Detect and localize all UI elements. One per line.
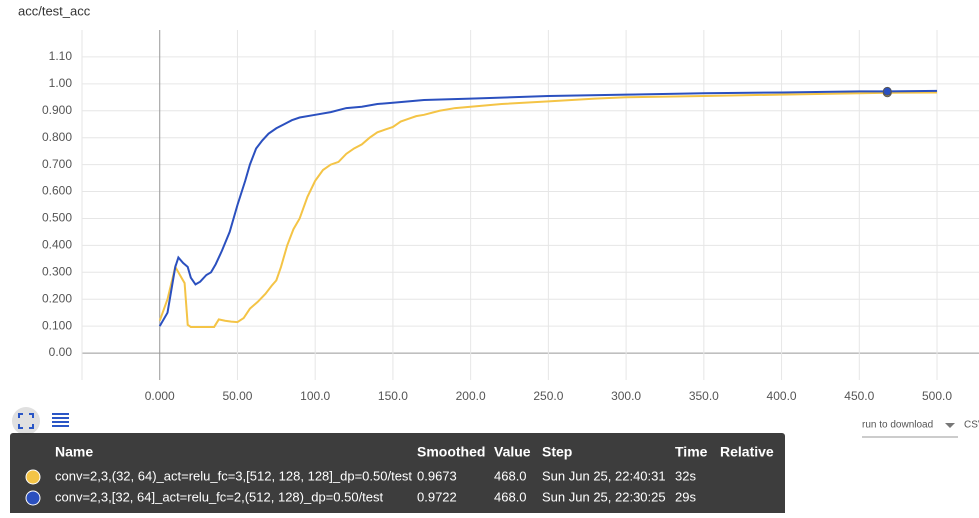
y-tick-label: 0.400 bbox=[42, 238, 72, 252]
tooltip: Name Smoothed Value Step Time Relative conv=2,… bbox=[10, 433, 785, 518]
download-select[interactable]: run to download bbox=[862, 420, 933, 431]
y-tick-label: 0.200 bbox=[42, 291, 72, 305]
y-tick-label: 0.900 bbox=[42, 103, 72, 117]
legend-dot bbox=[25, 469, 41, 485]
tooltip-cell: 0.9722 bbox=[417, 489, 457, 504]
fit-icon[interactable] bbox=[12, 407, 40, 435]
dropdown-arrow[interactable] bbox=[945, 423, 955, 428]
tooltip-header: Relative bbox=[720, 444, 774, 460]
y-tick-label: 0.600 bbox=[42, 184, 72, 198]
tooltip-cell: 32s bbox=[675, 468, 696, 483]
y-tick-label: 1.00 bbox=[49, 76, 73, 90]
x-tick-label: 500.0 bbox=[922, 389, 952, 403]
tooltip-cell: 0.9673 bbox=[417, 468, 457, 483]
tooltip-header: Time bbox=[675, 444, 708, 460]
tooltip-cell: conv=2,3,(32, 64)_act=relu_fc=3,[512, 12… bbox=[55, 468, 412, 483]
x-tick-label: 50.00 bbox=[222, 389, 252, 403]
tooltip-header: Step bbox=[542, 444, 572, 460]
x-tick-label: 100.0 bbox=[300, 389, 330, 403]
y-tick-label: 0.00 bbox=[49, 345, 73, 359]
series-line bbox=[158, 91, 938, 328]
tooltip-cell: 29s bbox=[675, 489, 696, 504]
y-tick-label: 0.300 bbox=[42, 264, 72, 278]
download-format[interactable]: CSV bbox=[964, 420, 979, 431]
legend-dot bbox=[25, 490, 41, 506]
x-tick-label: 300.0 bbox=[611, 389, 641, 403]
tooltip-cell: 468.0 bbox=[494, 468, 527, 483]
tooltip-box bbox=[10, 433, 785, 518]
x-tick-label: 450.0 bbox=[844, 389, 874, 403]
tooltip-header: Name bbox=[55, 444, 93, 460]
x-tick-label: 400.0 bbox=[767, 389, 797, 403]
series-line bbox=[158, 89, 938, 327]
x-tick-label: 0.000 bbox=[145, 389, 175, 403]
tooltip-header: Smoothed bbox=[417, 444, 485, 460]
tooltip-header: Value bbox=[494, 444, 531, 460]
plot: 0.00 0.100 0.200 0.300 0.400 0.500 0.600 0.700 0… bbox=[42, 30, 979, 403]
x-tick-label: 250.0 bbox=[533, 389, 563, 403]
tooltip-cell: 468.0 bbox=[494, 489, 527, 504]
tooltip-cell: Sun Jun 25, 22:40:31 bbox=[542, 468, 666, 483]
y-tick-label: 0.500 bbox=[42, 211, 72, 225]
chart-title: acc/test_acc bbox=[18, 3, 91, 18]
x-tick-label: 350.0 bbox=[689, 389, 719, 403]
tooltip-cell: Sun Jun 25, 22:30:25 bbox=[542, 489, 666, 504]
list-icon[interactable] bbox=[52, 413, 69, 427]
y-tick-label: 0.800 bbox=[42, 130, 72, 144]
hover-point bbox=[882, 86, 892, 96]
y-tick-label: 1.10 bbox=[49, 49, 73, 63]
x-tick-label: 200.0 bbox=[456, 389, 486, 403]
tooltip-cell: conv=2,3,[32, 64]_act=relu_fc=2,(512, 12… bbox=[55, 489, 384, 504]
x-tick-label: 150.0 bbox=[378, 389, 408, 403]
y-tick-label: 0.100 bbox=[42, 318, 72, 332]
y-tick-label: 0.700 bbox=[42, 157, 72, 171]
